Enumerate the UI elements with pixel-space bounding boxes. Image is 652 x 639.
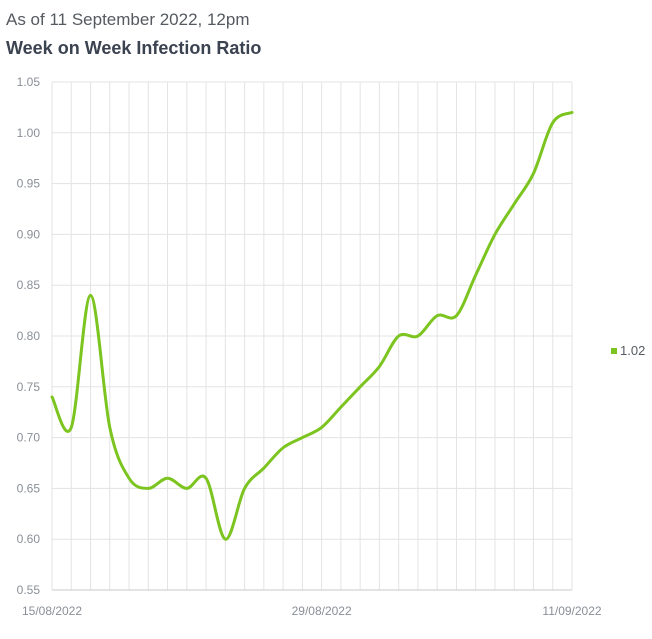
- chart-subtitle: As of 11 September 2022, 12pm: [6, 10, 250, 29]
- y-tick-label: 0.95: [17, 177, 41, 191]
- x-tick-label: 11/09/2022: [542, 604, 601, 618]
- chart-grid: [51, 81, 573, 591]
- chart-title: Week on Week Infection Ratio: [6, 38, 262, 58]
- y-tick-label: 0.80: [17, 329, 41, 343]
- y-tick-label: 0.65: [17, 481, 41, 495]
- y-tick-label: 0.85: [17, 278, 41, 292]
- x-tick-label: 15/08/2022: [22, 604, 82, 618]
- legend-label: 1.02: [620, 343, 645, 358]
- legend-swatch: [611, 348, 617, 354]
- series-group: [50, 110, 574, 541]
- y-tick-label: 0.60: [17, 532, 41, 546]
- y-axis: 0.55 0.60 0.65 0.70 0.75 0.80 0.85 0.90 0.95 1.00…: [17, 75, 41, 597]
- y-tick-label: 0.55: [17, 583, 41, 597]
- x-tick-label: 29/08/2022: [292, 604, 352, 618]
- y-tick-label: 1.00: [17, 126, 41, 140]
- y-tick-label: 0.75: [17, 380, 41, 394]
- x-axis: 15/08/2022 29/08/2022 11/09/2022: [22, 589, 602, 618]
- series-line[interactable]: [50, 110, 574, 541]
- y-tick-label: 0.90: [17, 227, 41, 241]
- y-tick-label: 1.05: [17, 75, 41, 89]
- chart-legend[interactable]: 1.02: [611, 343, 645, 358]
- y-tick-label: 0.70: [17, 431, 41, 445]
